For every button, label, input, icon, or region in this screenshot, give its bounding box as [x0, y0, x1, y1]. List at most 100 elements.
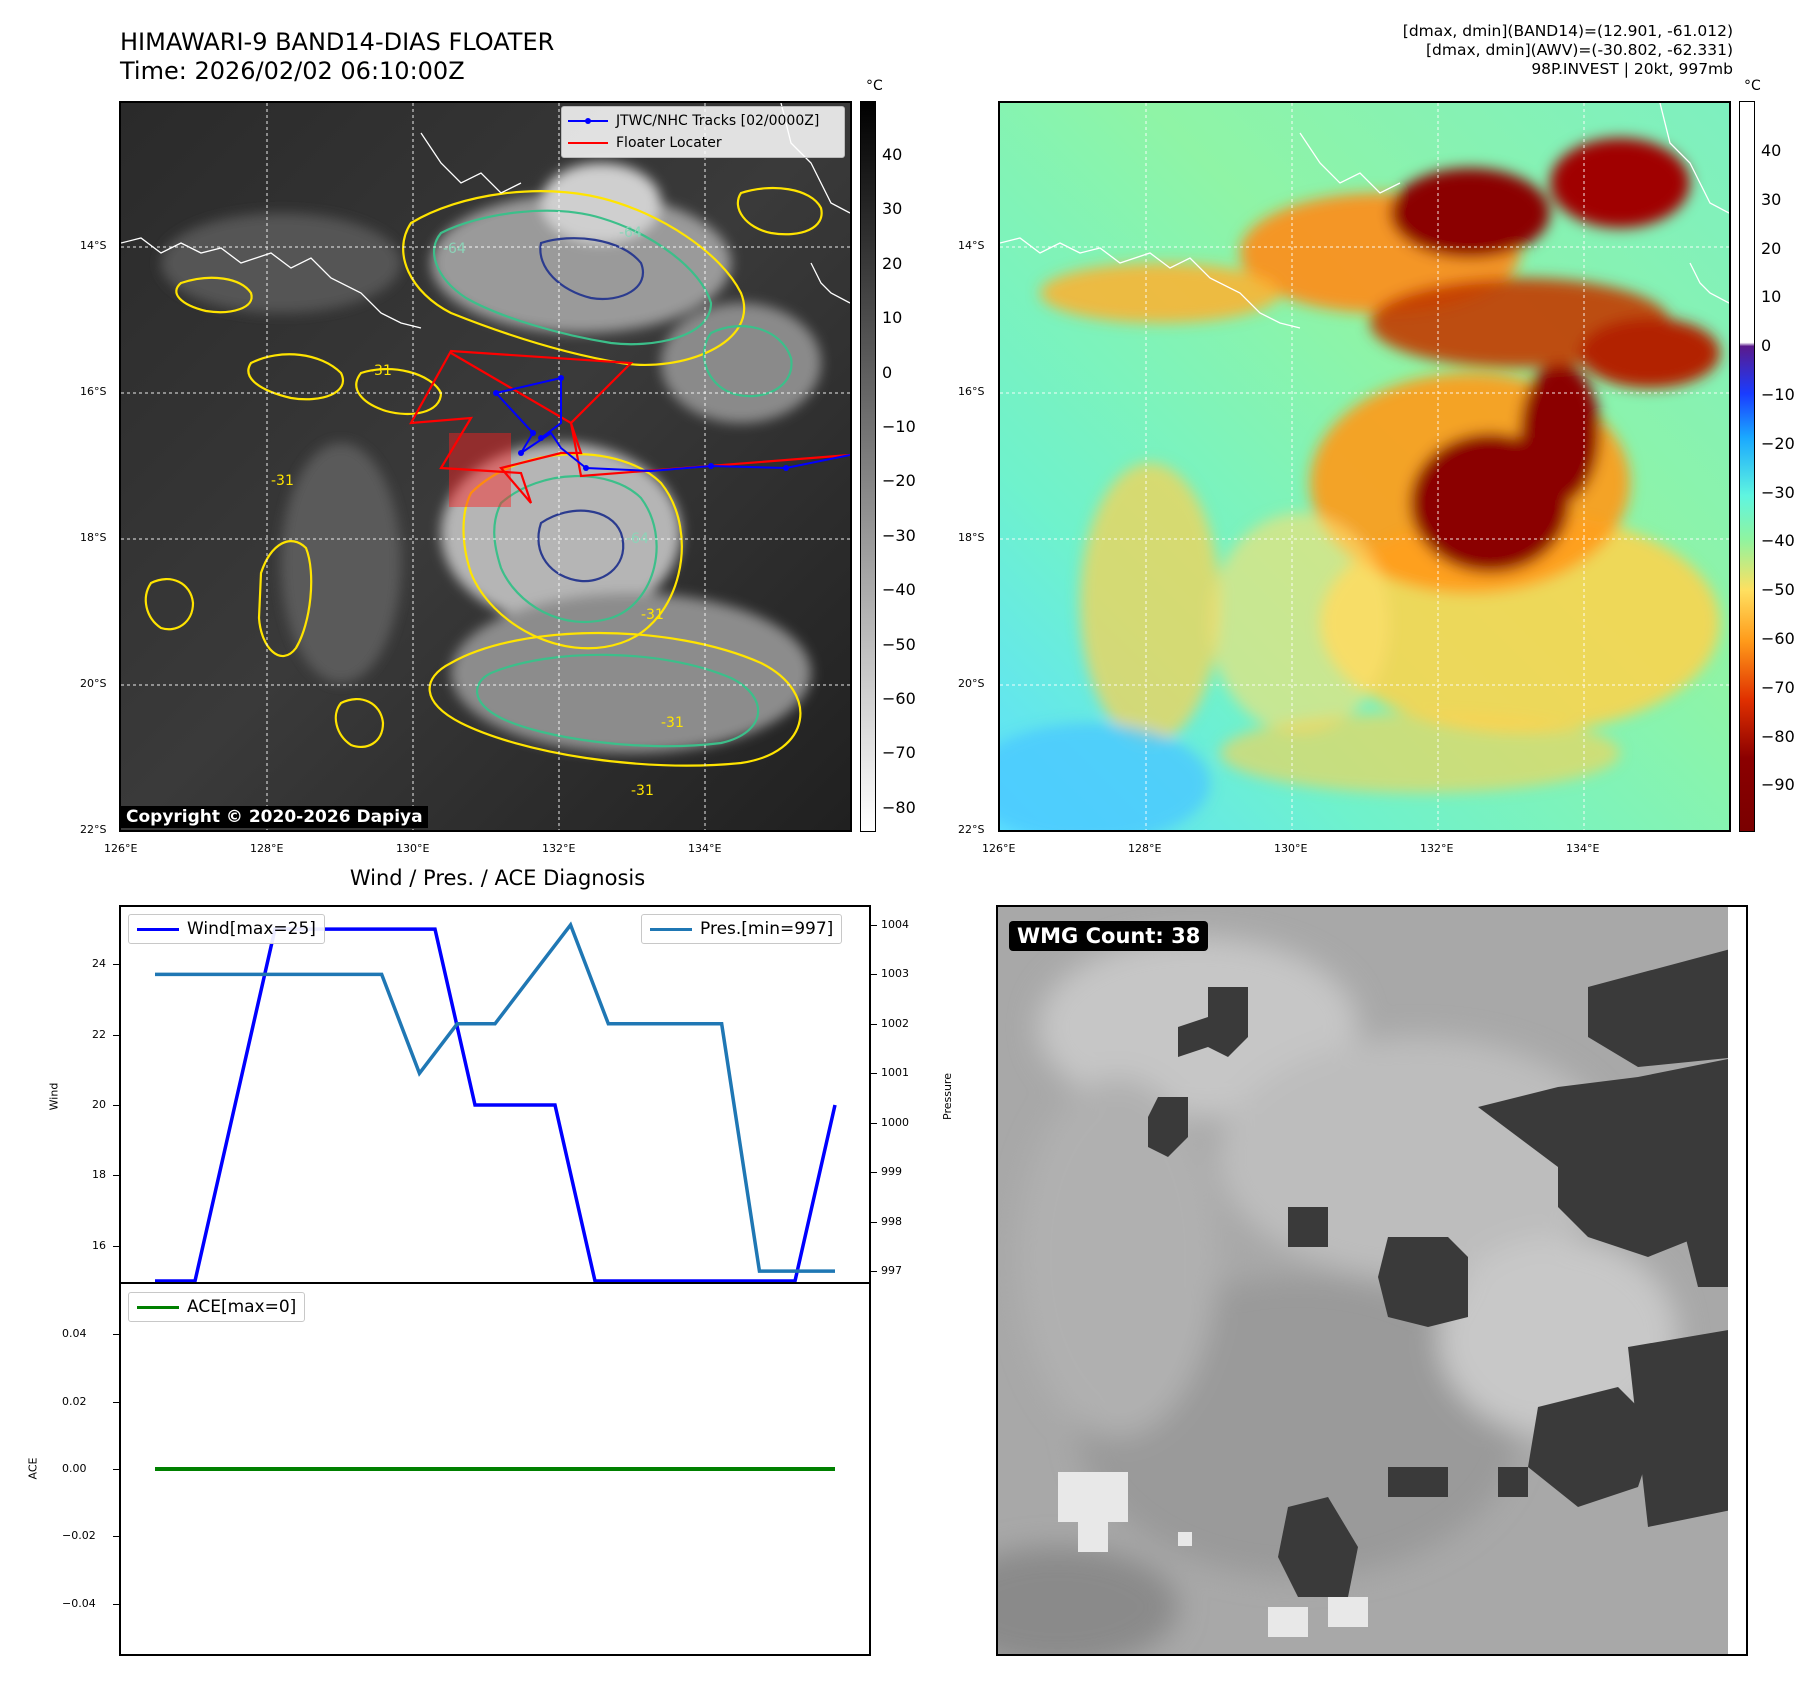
info-line-1: [dmax, dmin](BAND14)=(12.901, -61.012) — [1402, 22, 1733, 40]
pressure-legend-swatch — [650, 927, 692, 931]
contour-label: -31 — [641, 607, 664, 623]
pressure-series-line — [155, 921, 835, 1273]
wind-pressure-panel — [119, 905, 871, 1283]
wind-legend-label: Wind[max=25] — [187, 919, 316, 939]
wind-tick-label: 22 — [92, 1027, 106, 1041]
diagnosis-title: Wind / Pres. / ACE Diagnosis — [349, 866, 646, 890]
map-legend: JTWC/NHC Tracks [02/0000Z] Floater Locat… — [561, 106, 845, 158]
floater-locater-track — [409, 349, 850, 504]
band14-colorbar-unit: °C — [866, 78, 883, 94]
ace-tick-mark — [113, 1603, 119, 1605]
band14-colorbar-tick-label: −80 — [882, 797, 916, 817]
wind-tick-label: 24 — [92, 957, 106, 971]
moisture-features — [1000, 138, 1720, 830]
pressure-tick-mark — [871, 1172, 877, 1174]
awv-colorbar-tick-label: −90 — [1761, 775, 1795, 795]
ace-tick-mark — [113, 1469, 119, 1470]
wind-tick-mark — [113, 964, 119, 966]
map-gridlines — [1000, 103, 1729, 830]
ace-legend-label: ACE[max=0] — [187, 1297, 297, 1317]
awv-colorbar-tick-label: 30 — [1761, 189, 1782, 209]
pressure-tick-label: 998 — [881, 1214, 902, 1228]
lon-label: 132°E — [542, 842, 576, 855]
band14-colorbar-tick-label: 0 — [882, 362, 893, 382]
wind-tick-mark — [113, 1175, 119, 1177]
band14-colorbar-tick-label: −50 — [882, 634, 916, 654]
ace-legend-swatch — [137, 1305, 179, 1309]
band14-map-svg — [121, 103, 850, 830]
info-line-3: 98P.INVEST | 20kt, 997mb — [1531, 60, 1733, 78]
track-line-icon — [568, 118, 608, 124]
lat-label: 18°S — [80, 531, 107, 544]
band14-colorbar-tick-label: −10 — [882, 417, 916, 436]
floater-line-icon — [568, 142, 608, 144]
wmg-panel — [996, 905, 1748, 1656]
band14-colorbar-tick-label: −40 — [882, 580, 916, 600]
awv-colorbar-tick-label: −20 — [1761, 433, 1795, 453]
pressure-tick-label: 1001 — [881, 1066, 909, 1080]
coastline — [1000, 103, 1729, 329]
ace-tick-label: 0.02 — [62, 1394, 87, 1408]
pressure-tick-label: 1003 — [881, 967, 909, 981]
wind-legend-swatch — [137, 927, 179, 931]
lon-label: 134°E — [688, 842, 722, 855]
lat-label: 16°S — [80, 385, 107, 398]
lat-label: 14°S — [958, 239, 985, 252]
contour-label: -31 — [369, 363, 392, 379]
awv-colorbar-tick-label: −50 — [1761, 580, 1795, 600]
ace-tick-label: −0.04 — [62, 1596, 96, 1610]
wind-tick-label: 20 — [92, 1098, 106, 1112]
wind-pressure-plot — [155, 921, 837, 1282]
wind-series-line — [155, 927, 837, 1282]
temperature-contours — [144, 186, 823, 767]
lon-label: 132°E — [1420, 842, 1454, 855]
band14-colorbar — [860, 101, 876, 832]
pressure-tick-mark — [871, 1073, 877, 1075]
band14-colorbar-tick-label: −30 — [882, 525, 916, 545]
wind-tick-mark — [113, 1245, 119, 1247]
wmg-image — [998, 907, 1746, 1654]
ace-panel — [119, 1282, 871, 1656]
band14-colorbar-tick-label: 40 — [882, 145, 903, 164]
awv-colorbar-tick-label: 0 — [1761, 336, 1772, 356]
wind-tick-mark — [113, 1034, 119, 1036]
lat-label: 16°S — [958, 385, 985, 398]
awv-colorbar — [1739, 101, 1755, 832]
awv-map — [998, 101, 1731, 832]
lat-label: 22°S — [80, 823, 107, 836]
band14-colorbar-tick-label: 20 — [882, 253, 903, 273]
awv-map-svg — [1000, 103, 1729, 830]
lon-label: 128°E — [1128, 842, 1162, 855]
pressure-tick-mark — [871, 974, 877, 976]
lat-label: 20°S — [958, 677, 985, 690]
wind-tick-mark — [113, 1105, 119, 1107]
band14-colorbar-tick-label: −60 — [882, 689, 916, 708]
legend-entry-floater: Floater Locater — [568, 135, 722, 151]
awv-colorbar-tick-label: −30 — [1761, 482, 1795, 502]
ace-tick-label: −0.02 — [62, 1529, 96, 1543]
ace-tick-label: 0.00 — [62, 1462, 87, 1475]
legend-entry-tracks: JTWC/NHC Tracks [02/0000Z] — [568, 113, 819, 129]
awv-colorbar-tick-label: 40 — [1761, 141, 1782, 160]
ace-plot — [155, 1467, 835, 1471]
band14-colorbar-tick-label: −20 — [882, 471, 916, 491]
ace-tick-mark — [113, 1401, 119, 1403]
wind-tick-label: 18 — [92, 1168, 106, 1182]
wind-legend: Wind[max=25] — [128, 914, 325, 944]
ace-legend: ACE[max=0] — [128, 1292, 306, 1322]
ace-tick-label: 0.04 — [62, 1327, 87, 1341]
map-gridlines — [121, 103, 850, 830]
contour-label: -64 — [619, 225, 642, 241]
title-line-2: Time: 2026/02/02 06:10:00Z — [120, 57, 465, 85]
lon-label: 126°E — [982, 842, 1016, 855]
awv-colorbar-tick-label: −80 — [1761, 726, 1795, 746]
contour-label: -64 — [443, 241, 466, 257]
ace-tick-mark — [113, 1536, 119, 1538]
jtwc-track-points — [493, 375, 789, 471]
pressure-legend-label: Pres.[min=997] — [700, 919, 834, 939]
awv-colorbar-tick-label: −70 — [1761, 677, 1795, 697]
lon-label: 126°E — [104, 842, 138, 855]
pressure-tick-label: 1002 — [881, 1016, 909, 1030]
figure-title: HIMAWARI-9 BAND14-DIAS FLOATER Time: 202… — [120, 28, 554, 86]
pressure-tick-label: 997 — [881, 1264, 902, 1278]
